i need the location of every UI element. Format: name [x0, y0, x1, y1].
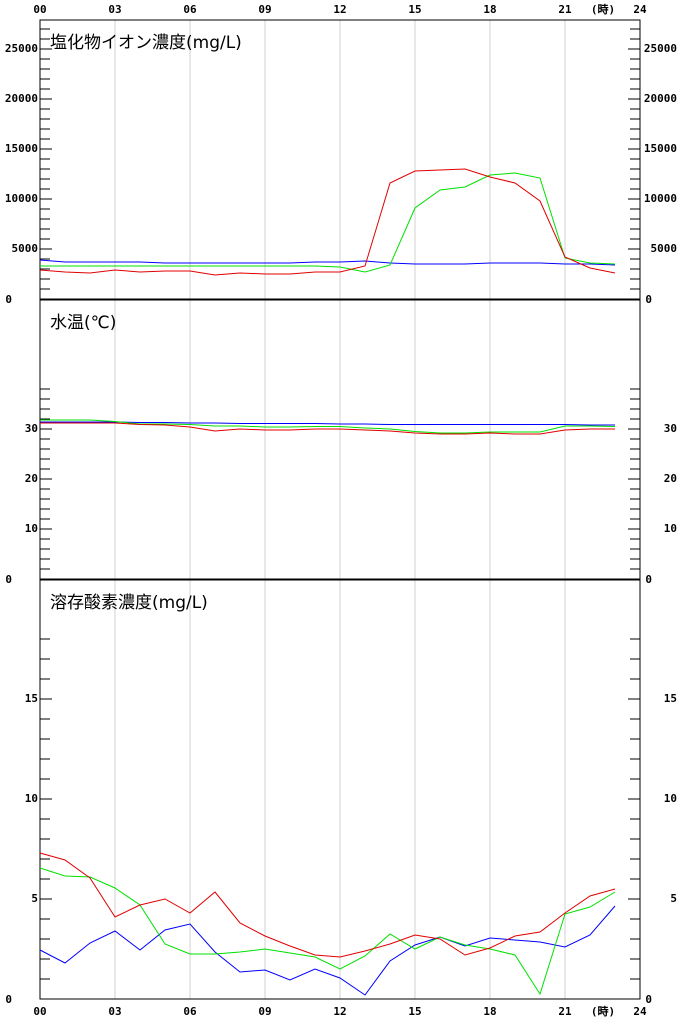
x-tick-label: 18 — [483, 1005, 496, 1018]
series-line — [39, 852, 616, 958]
x-tick-label: 15 — [408, 1005, 421, 1018]
x-tick-label: 12 — [333, 3, 346, 16]
x-tick-label: 09 — [258, 3, 271, 16]
y-tick-label: 5000 — [12, 242, 39, 255]
x-tick-label: 09 — [258, 1005, 271, 1018]
y-tick-label: 15 — [664, 692, 677, 705]
x-unit: (時) — [591, 2, 615, 16]
y-tick-label: 0 — [5, 993, 12, 1006]
series-line — [39, 905, 616, 996]
y-tick-label: 0 — [645, 573, 652, 586]
x-tick-label: 06 — [183, 3, 197, 16]
y-tick-label: 10 — [664, 792, 677, 805]
plot-frame — [39, 579, 641, 1000]
series-line — [39, 168, 616, 276]
x-tick-label: 00 — [33, 3, 46, 16]
x-tick-label: 24 — [633, 3, 647, 16]
x-tick-label: 24 — [633, 1005, 647, 1018]
x-tick-label: 21 — [558, 1005, 572, 1018]
y-tick-label: 10 — [664, 522, 677, 535]
panel-title: 塩化物イオン濃度(mg/L) — [50, 33, 242, 53]
y-tick-label: 0 — [645, 993, 652, 1006]
x-tick-label: 03 — [108, 1005, 121, 1018]
x-tick-label: 03 — [108, 3, 121, 16]
y-tick-label: 20000 — [5, 92, 38, 105]
series-line — [39, 259, 616, 266]
x-tick-label: 21 — [558, 3, 572, 16]
x-tick-label: 06 — [183, 1005, 197, 1018]
y-tick-label: 30 — [664, 422, 677, 435]
y-tick-label: 15000 — [5, 142, 38, 155]
y-tick-label: 5000 — [651, 242, 678, 255]
y-tick-label: 20000 — [644, 92, 677, 105]
x-tick-label: 00 — [33, 1005, 46, 1018]
series-line — [40, 421, 615, 426]
x-tick-label: 18 — [483, 3, 496, 16]
series-line — [40, 172, 616, 273]
y-tick-label: 10000 — [5, 192, 38, 205]
y-tick-label: 0 — [645, 293, 652, 306]
y-tick-label: 25000 — [644, 42, 677, 55]
series-line — [40, 419, 616, 434]
y-tick-label: 20 — [664, 472, 677, 485]
series-line — [40, 422, 615, 435]
y-tick-label: 15 — [25, 692, 38, 705]
x-unit: (時) — [591, 1004, 615, 1018]
y-tick-label: 15000 — [644, 142, 677, 155]
series-line — [39, 867, 616, 996]
y-tick-label: 10 — [25, 522, 38, 535]
y-tick-label: 20 — [25, 472, 38, 485]
panel-title: 水温(℃) — [50, 313, 116, 333]
y-tick-label: 30 — [25, 422, 38, 435]
x-tick-label: 15 — [408, 3, 421, 16]
y-tick-label: 5 — [31, 892, 38, 905]
y-tick-label: 0 — [5, 573, 12, 586]
y-tick-label: 10 — [25, 792, 38, 805]
x-tick-label: 12 — [333, 1005, 346, 1018]
y-tick-label: 5 — [670, 892, 677, 905]
panel-title: 溶存酸素濃度(mg/L) — [50, 593, 208, 613]
y-tick-label: 10000 — [644, 192, 677, 205]
y-tick-label: 0 — [5, 293, 12, 306]
y-tick-label: 25000 — [5, 42, 38, 55]
